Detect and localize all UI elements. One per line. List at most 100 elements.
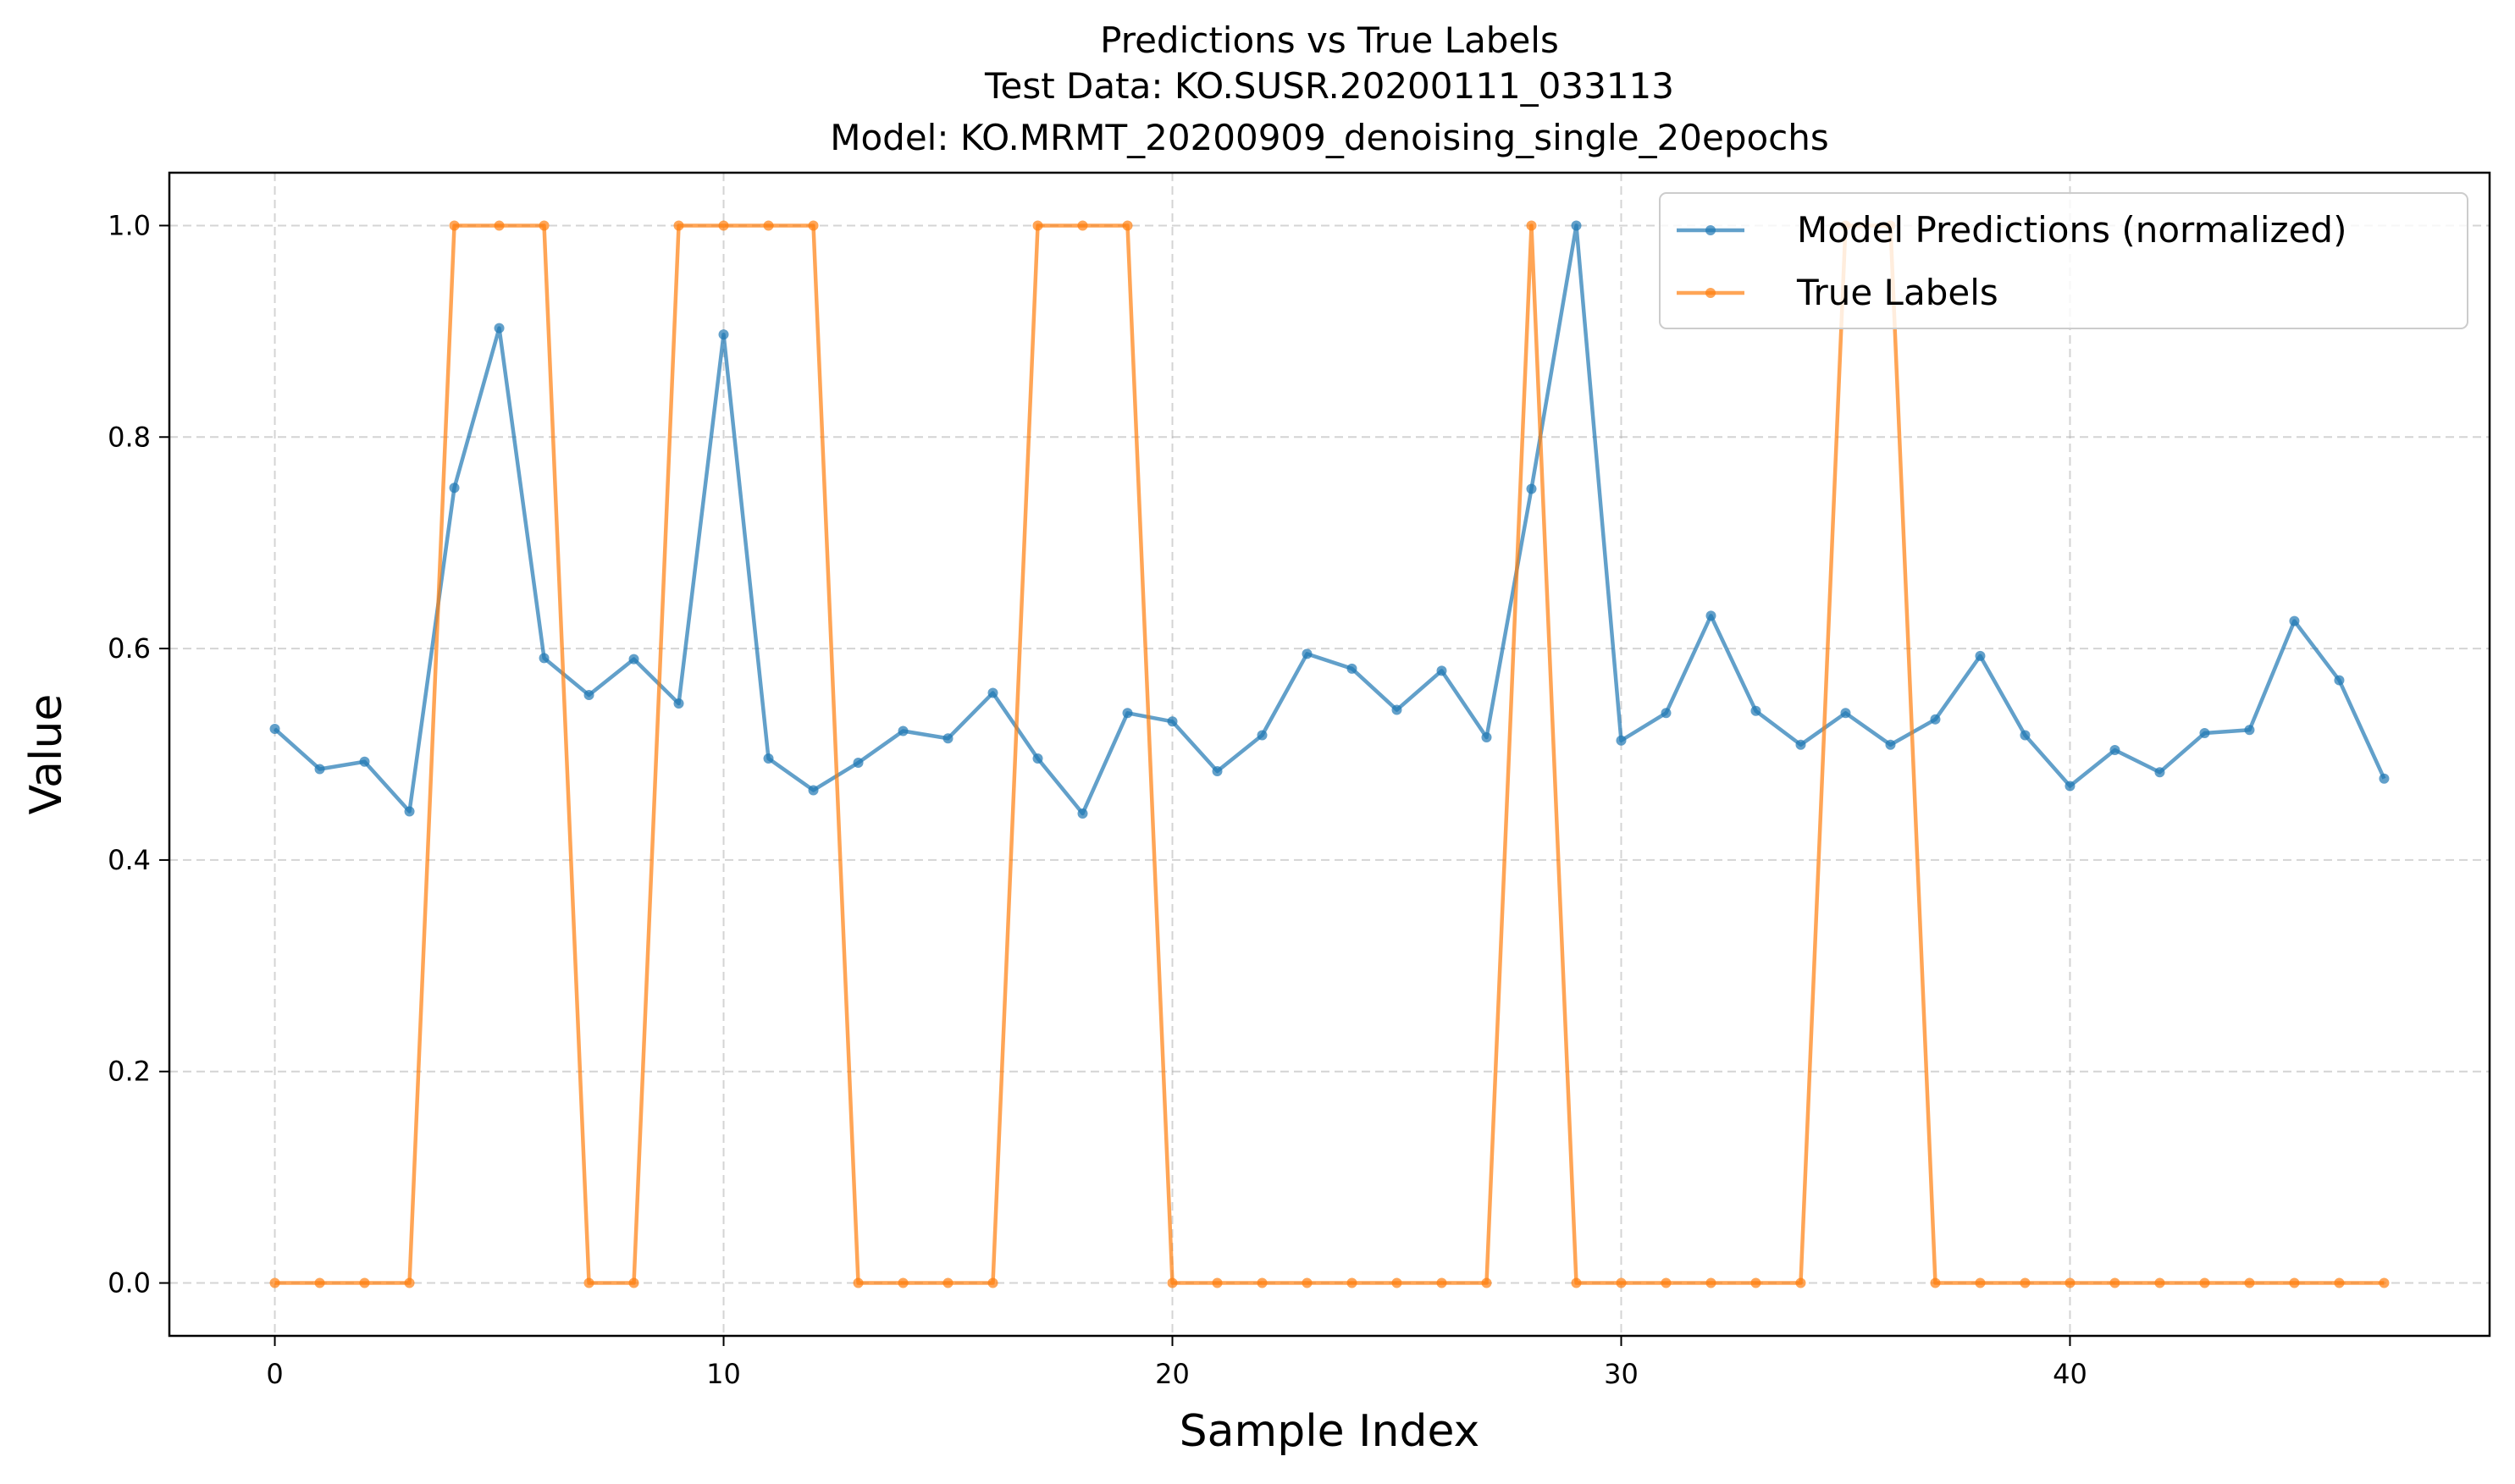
data-point-true-labels [359, 1277, 370, 1288]
y-axis-label: Value [21, 694, 72, 815]
data-point-model-predictions [628, 654, 639, 665]
data-point-true-labels [449, 220, 460, 231]
y-tick-label: 0.0 [108, 1267, 151, 1299]
data-point-model-predictions [942, 733, 953, 744]
data-point-model-predictions [1616, 735, 1627, 746]
data-point-true-labels [2020, 1277, 2031, 1288]
data-point-model-predictions [1122, 708, 1133, 719]
axis-ticks: 0 10 20 30 40 0.0 0.2 0.4 0.6 0.8 1.0 [108, 209, 2087, 1390]
data-point-model-predictions [2244, 725, 2255, 736]
data-point-model-predictions [449, 483, 460, 494]
data-point-true-labels [853, 1277, 864, 1288]
data-point-true-labels [2199, 1277, 2210, 1288]
data-point-model-predictions [2289, 615, 2300, 626]
y-tick-label: 0.4 [108, 844, 151, 876]
data-point-true-labels [898, 1277, 909, 1288]
data-point-true-labels [1481, 1277, 1492, 1288]
data-point-model-predictions [718, 329, 729, 340]
series-line-model-predictions [274, 223, 2386, 816]
data-point-model-predictions [987, 687, 998, 698]
data-point-model-predictions [1571, 220, 1582, 231]
data-point-model-predictions [1391, 704, 1402, 715]
data-point-model-predictions [314, 764, 325, 775]
data-point-true-labels [1526, 220, 1537, 231]
data-point-true-labels [2109, 1277, 2120, 1288]
data-point-true-labels [987, 1277, 998, 1288]
data-point-model-predictions [1257, 730, 1268, 741]
data-point-true-labels [2289, 1277, 2300, 1288]
data-point-model-predictions [1212, 765, 1223, 776]
data-point-true-labels [1930, 1277, 1941, 1288]
data-point-true-labels [1032, 220, 1043, 231]
data-point-model-predictions [853, 757, 864, 768]
data-point-true-labels [404, 1277, 415, 1288]
data-point-model-predictions [1795, 739, 1806, 750]
y-tick-label: 1.0 [108, 209, 151, 241]
data-point-model-predictions [2334, 675, 2345, 686]
data-point-model-predictions [1032, 753, 1043, 764]
data-point-true-labels [1795, 1277, 1806, 1288]
chart-title-line-2: Test Data: KO.SUSR.20200111_033113 [984, 65, 1674, 107]
legend: Model Predictions (normalized) True Labe… [1659, 192, 2468, 329]
data-point-true-labels [628, 1277, 639, 1288]
data-point-true-labels [2334, 1277, 2345, 1288]
data-point-model-predictions [2065, 781, 2076, 792]
data-point-model-predictions [1975, 650, 1986, 661]
data-point-model-predictions [1077, 808, 1088, 819]
x-tick-label: 20 [1155, 1358, 1190, 1390]
x-tick-label: 10 [706, 1358, 741, 1390]
chart-title: Predictions vs True Labels Test Data: KO… [830, 19, 1829, 158]
data-point-true-labels [1257, 1277, 1268, 1288]
data-point-true-labels [2154, 1277, 2165, 1288]
data-point-model-predictions [1346, 663, 1357, 674]
data-point-true-labels [494, 220, 505, 231]
data-point-model-predictions [1436, 665, 1447, 676]
data-point-true-labels [673, 220, 684, 231]
data-point-model-predictions [1526, 483, 1537, 494]
legend-label-true-labels: True Labels [1796, 272, 1998, 313]
data-point-model-predictions [2379, 773, 2390, 784]
data-point-model-predictions [1481, 732, 1492, 743]
chart-title-line-3: Model: KO.MRMT_20200909_denoising_single… [830, 117, 1829, 158]
data-point-model-predictions [673, 698, 684, 709]
legend-marker-true-labels [1705, 288, 1716, 298]
data-point-model-predictions [583, 690, 594, 701]
legend-box [1659, 192, 2468, 329]
data-point-true-labels [1436, 1277, 1447, 1288]
data-point-model-predictions [269, 724, 280, 735]
data-point-model-predictions [1661, 708, 1672, 719]
data-point-true-labels [314, 1277, 325, 1288]
data-point-true-labels [1750, 1277, 1761, 1288]
data-point-true-labels [942, 1277, 953, 1288]
data-point-model-predictions [359, 756, 370, 767]
data-point-true-labels [1212, 1277, 1223, 1288]
data-point-true-labels [763, 220, 774, 231]
data-point-true-labels [1571, 1277, 1582, 1288]
data-point-true-labels [1661, 1277, 1672, 1288]
data-point-model-predictions [539, 653, 550, 664]
data-point-model-predictions [1705, 610, 1716, 621]
y-tick-label: 0.6 [108, 632, 151, 665]
data-point-true-labels [2065, 1277, 2076, 1288]
data-point-model-predictions [1840, 708, 1851, 719]
data-point-model-predictions [898, 725, 909, 736]
data-point-true-labels [1167, 1277, 1178, 1288]
y-tick-label: 0.8 [108, 421, 151, 453]
data-point-true-labels [269, 1277, 280, 1288]
plot-frame [168, 171, 2491, 1338]
data-point-true-labels [1391, 1277, 1402, 1288]
data-point-true-labels [718, 220, 729, 231]
legend-marker-model-predictions [1705, 225, 1716, 235]
data-point-model-predictions [1750, 705, 1761, 716]
plot-series [269, 220, 2390, 1288]
data-point-true-labels [1302, 1277, 1313, 1288]
data-point-model-predictions [2199, 728, 2210, 739]
data-point-true-labels [808, 220, 819, 231]
data-point-true-labels [1122, 220, 1133, 231]
x-tick-label: 30 [1604, 1358, 1639, 1390]
data-point-true-labels [1346, 1277, 1357, 1288]
grid-lines [169, 173, 2490, 1336]
data-point-model-predictions [1885, 739, 1896, 750]
data-point-model-predictions [763, 753, 774, 764]
